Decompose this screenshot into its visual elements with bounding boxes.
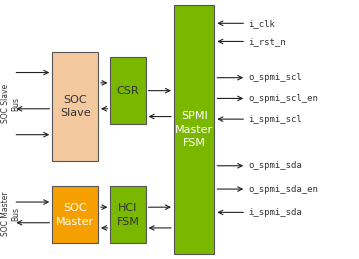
Text: o_spmi_sda_en: o_spmi_sda_en: [248, 185, 318, 193]
Text: o_spmi_scl_en: o_spmi_scl_en: [248, 94, 318, 103]
Text: o_spmi_sda: o_spmi_sda: [248, 161, 302, 170]
Text: SPMI
Master
FSM: SPMI Master FSM: [175, 111, 213, 148]
Text: i_rst_n: i_rst_n: [248, 37, 285, 46]
Text: i_spmi_scl: i_spmi_scl: [248, 115, 302, 124]
FancyBboxPatch shape: [110, 186, 146, 243]
Text: SOC
Master: SOC Master: [56, 203, 94, 227]
Text: SOC
Slave: SOC Slave: [60, 95, 90, 118]
FancyBboxPatch shape: [110, 57, 146, 124]
Text: SOC Master
Bus: SOC Master Bus: [1, 191, 20, 236]
Text: o_spmi_scl: o_spmi_scl: [248, 73, 302, 82]
Text: SOC Slave
Bus: SOC Slave Bus: [1, 84, 20, 123]
FancyBboxPatch shape: [52, 52, 98, 161]
Text: CSR: CSR: [117, 86, 139, 96]
FancyBboxPatch shape: [174, 5, 214, 254]
FancyBboxPatch shape: [52, 186, 98, 243]
Text: HCI
FSM: HCI FSM: [117, 203, 139, 227]
Text: i_clk: i_clk: [248, 19, 275, 28]
Text: i_spmi_sda: i_spmi_sda: [248, 208, 302, 217]
